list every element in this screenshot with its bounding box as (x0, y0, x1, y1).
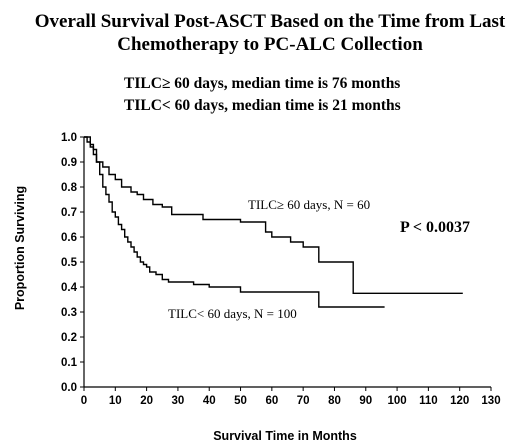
chart-title: Overall Survival Post-ASCT Based on the … (35, 11, 506, 32)
x-tick-label: 30 (172, 395, 185, 407)
chart-subtitle-line2: TILC< 60 days, median time is 21 months (124, 97, 401, 114)
x-tick-label: 110 (419, 395, 438, 407)
y-tick-label: 0.1 (61, 357, 78, 369)
y-tick-label: 0.7 (61, 207, 77, 219)
x-axis-label: Survival Time in Months (213, 429, 357, 443)
x-tick-label: 20 (140, 395, 153, 407)
series-label-tilc-lt-60: TILC< 60 days, N = 100 (168, 306, 297, 321)
survival-curves (84, 136, 463, 308)
p-value-annotation: P < 0.0037 (400, 219, 470, 236)
x-tick-label: 130 (481, 395, 500, 407)
y-tick-label: 0.8 (61, 182, 78, 194)
x-tick-label: 10 (109, 395, 122, 407)
x-tick-label: 0 (81, 395, 87, 407)
chart-title-line2: Chemotherapy to PC-ALC Collection (117, 34, 423, 55)
y-axis-label: Proportion Surviving (13, 186, 27, 310)
y-tick-label: 0.5 (61, 257, 78, 269)
x-tick-label: 90 (359, 395, 372, 407)
y-tick-label: 0.2 (61, 332, 77, 344)
y-tick-label: 1.0 (61, 132, 77, 144)
y-tick-label: 0.6 (61, 232, 77, 244)
survival-curve-tilc-lt-60 (84, 136, 385, 308)
axes: 0 10 20 30 40 50 60 70 80 90 100 110 120 130 0.0 0.1 0.2… (61, 132, 501, 407)
y-tick-label: 0.4 (61, 282, 78, 294)
x-tick-label: 70 (297, 395, 310, 407)
y-tick-label: 0.9 (61, 157, 77, 169)
survival-curve-tilc-ge-60 (84, 136, 463, 294)
x-tick-label: 50 (234, 395, 247, 407)
series-label-tilc-ge-60: TILC≥ 60 days, N = 60 (248, 197, 370, 212)
chart-subtitle-line1: TILC≥ 60 days, median time is 76 months (124, 75, 400, 92)
x-tick-label: 100 (387, 395, 406, 407)
x-tick-label: 60 (265, 395, 278, 407)
x-tick-label: 120 (450, 395, 469, 407)
y-tick-label: 0.3 (61, 307, 77, 319)
y-tick-label: 0.0 (61, 382, 77, 394)
x-tick-label: 40 (203, 395, 216, 407)
x-tick-label: 80 (328, 395, 341, 407)
